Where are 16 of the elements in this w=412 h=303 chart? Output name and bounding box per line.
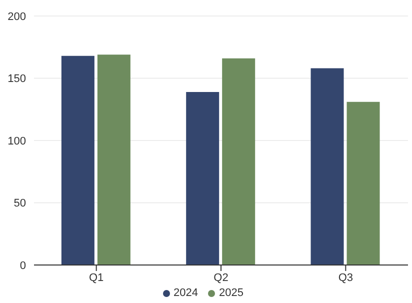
y-tick-label: 0 (20, 260, 26, 272)
bar (310, 68, 344, 265)
y-tick-label: 50 (14, 198, 26, 210)
x-tick-label: Q3 (338, 272, 354, 284)
bar (97, 54, 130, 265)
y-tick-label: 200 (8, 10, 26, 23)
bar (222, 58, 256, 265)
x-tick-label: Q1 (88, 272, 104, 284)
legend-label: 2024 (174, 287, 198, 299)
legend-label: 2025 (219, 287, 244, 299)
y-tick-label: 150 (8, 73, 26, 86)
y-tick-label: 100 (8, 135, 26, 148)
bar (346, 102, 380, 265)
bar (61, 56, 94, 265)
x-tick-label: Q2 (214, 272, 228, 284)
bar (186, 92, 220, 265)
